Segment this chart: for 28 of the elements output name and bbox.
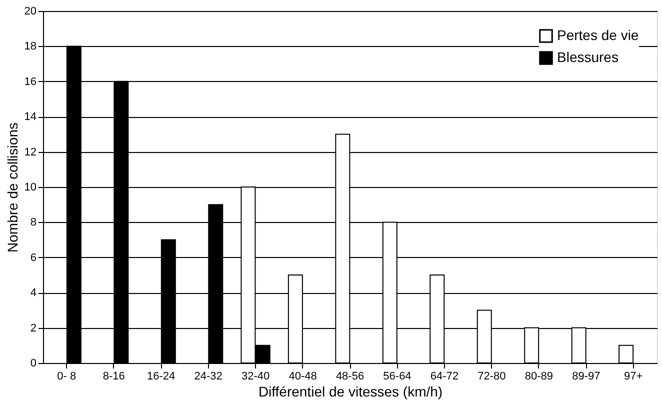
y-tick-label: 10 (24, 182, 36, 194)
y-tick-label: 20 (24, 6, 36, 18)
x-tick-label: 24-32 (194, 370, 222, 382)
y-tick-label: 18 (24, 40, 36, 53)
x-tick-label: 72-80 (478, 370, 506, 382)
x-tick-label: 32-40 (241, 370, 270, 382)
y-axis-title: Nombre de collisions (4, 122, 20, 252)
y-tick-label: 12 (24, 146, 36, 158)
y-tick-label: 6 (30, 252, 36, 264)
legend-label: Pertes de vie (557, 27, 639, 43)
x-axis-title: Différentiel de vitesses (km/h) (258, 384, 443, 400)
x-tick-label: 8-16 (102, 370, 125, 382)
y-tick-label: 14 (24, 111, 36, 124)
x-tick-label: 0- 8 (57, 370, 76, 382)
x-tick-label: 80-89 (524, 370, 553, 382)
y-tick-label: 16 (24, 76, 36, 88)
y-tick-label: 2 (30, 322, 36, 334)
x-tick-label: 97+ (624, 370, 643, 382)
x-tick-label: 64-72 (430, 370, 459, 382)
x-tick-label: 89-97 (572, 370, 600, 382)
x-tick-label: 48-56 (336, 370, 364, 382)
x-tick-label: 16-24 (147, 370, 176, 382)
x-tick-label: 40-48 (288, 370, 317, 382)
y-tick-label: 8 (30, 216, 36, 229)
y-tick-label: 0 (30, 358, 36, 370)
y-tick-label: 4 (30, 287, 36, 300)
legend-label: Blessures (557, 49, 618, 65)
x-tick-label: 56-64 (383, 370, 412, 382)
